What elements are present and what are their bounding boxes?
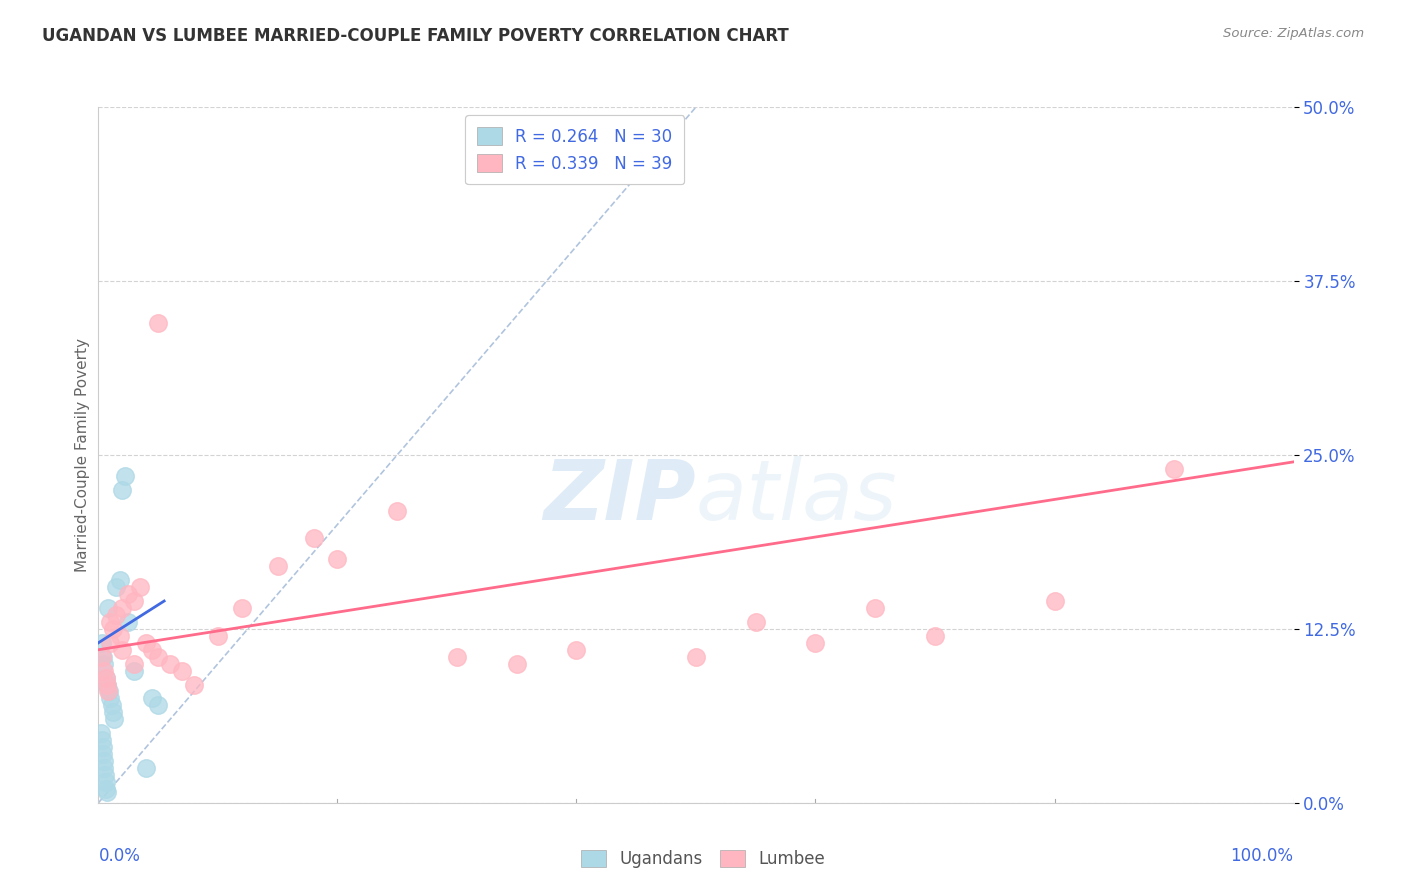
Point bbox=[98, 684, 121, 698]
Point bbox=[385, 503, 409, 517]
Text: ZIP: ZIP bbox=[543, 456, 696, 537]
Text: 0.0%: 0.0% bbox=[98, 847, 141, 865]
Point bbox=[91, 747, 114, 761]
Point bbox=[111, 642, 134, 657]
Point bbox=[105, 580, 128, 594]
Point bbox=[745, 615, 768, 629]
Point bbox=[96, 781, 118, 796]
Point bbox=[159, 657, 181, 671]
Point bbox=[267, 559, 290, 574]
Point bbox=[135, 761, 157, 775]
Point bbox=[124, 664, 146, 678]
Text: Source: ZipAtlas.com: Source: ZipAtlas.com bbox=[1223, 27, 1364, 40]
Point bbox=[148, 649, 170, 664]
Point bbox=[1043, 594, 1066, 608]
Point bbox=[863, 601, 886, 615]
Point bbox=[96, 785, 118, 799]
Point bbox=[91, 636, 114, 650]
Point bbox=[103, 712, 125, 726]
Point bbox=[231, 601, 253, 615]
Point bbox=[91, 649, 114, 664]
Y-axis label: Married-Couple Family Poverty: Married-Couple Family Poverty bbox=[75, 338, 90, 572]
Point bbox=[91, 740, 114, 755]
Point bbox=[117, 615, 139, 629]
Point bbox=[93, 754, 115, 768]
Point bbox=[148, 316, 170, 330]
Point bbox=[90, 726, 112, 740]
Point bbox=[148, 698, 170, 713]
Point bbox=[506, 657, 529, 671]
Point bbox=[108, 573, 131, 587]
Point bbox=[685, 649, 707, 664]
Point bbox=[101, 622, 124, 636]
Point bbox=[124, 657, 146, 671]
Point bbox=[135, 636, 157, 650]
Text: 100.0%: 100.0% bbox=[1230, 847, 1294, 865]
Point bbox=[91, 649, 114, 664]
Point bbox=[94, 775, 117, 789]
Point bbox=[302, 532, 325, 546]
Point bbox=[108, 629, 131, 643]
Point bbox=[98, 615, 122, 629]
Point bbox=[804, 636, 827, 650]
Point bbox=[97, 601, 120, 615]
Point bbox=[111, 483, 134, 497]
Point bbox=[94, 671, 117, 685]
Point bbox=[141, 691, 163, 706]
Point bbox=[172, 664, 194, 678]
Point bbox=[565, 642, 588, 657]
Point bbox=[94, 671, 117, 685]
Text: atlas: atlas bbox=[696, 456, 897, 537]
Point bbox=[105, 607, 128, 622]
Point bbox=[93, 657, 115, 671]
Point bbox=[98, 691, 122, 706]
Point bbox=[111, 601, 134, 615]
Point bbox=[97, 684, 120, 698]
Legend: Ugandans, Lumbee: Ugandans, Lumbee bbox=[575, 843, 831, 875]
Point bbox=[101, 706, 124, 720]
Point bbox=[129, 580, 152, 594]
Point bbox=[924, 629, 946, 643]
Legend: R = 0.264   N = 30, R = 0.339   N = 39: R = 0.264 N = 30, R = 0.339 N = 39 bbox=[465, 115, 685, 185]
Point bbox=[326, 552, 349, 566]
Point bbox=[91, 733, 114, 747]
Point bbox=[141, 642, 163, 657]
Point bbox=[93, 664, 115, 678]
Point bbox=[1163, 462, 1185, 476]
Point bbox=[207, 629, 229, 643]
Text: UGANDAN VS LUMBEE MARRIED-COUPLE FAMILY POVERTY CORRELATION CHART: UGANDAN VS LUMBEE MARRIED-COUPLE FAMILY … bbox=[42, 27, 789, 45]
Point bbox=[96, 677, 118, 691]
Point bbox=[446, 649, 468, 664]
Point bbox=[94, 768, 117, 782]
Point bbox=[98, 636, 122, 650]
Point bbox=[117, 587, 139, 601]
Point bbox=[100, 698, 122, 713]
Point bbox=[183, 677, 205, 691]
Point bbox=[114, 468, 136, 483]
Point bbox=[96, 677, 118, 691]
Point bbox=[93, 761, 115, 775]
Point bbox=[124, 594, 146, 608]
